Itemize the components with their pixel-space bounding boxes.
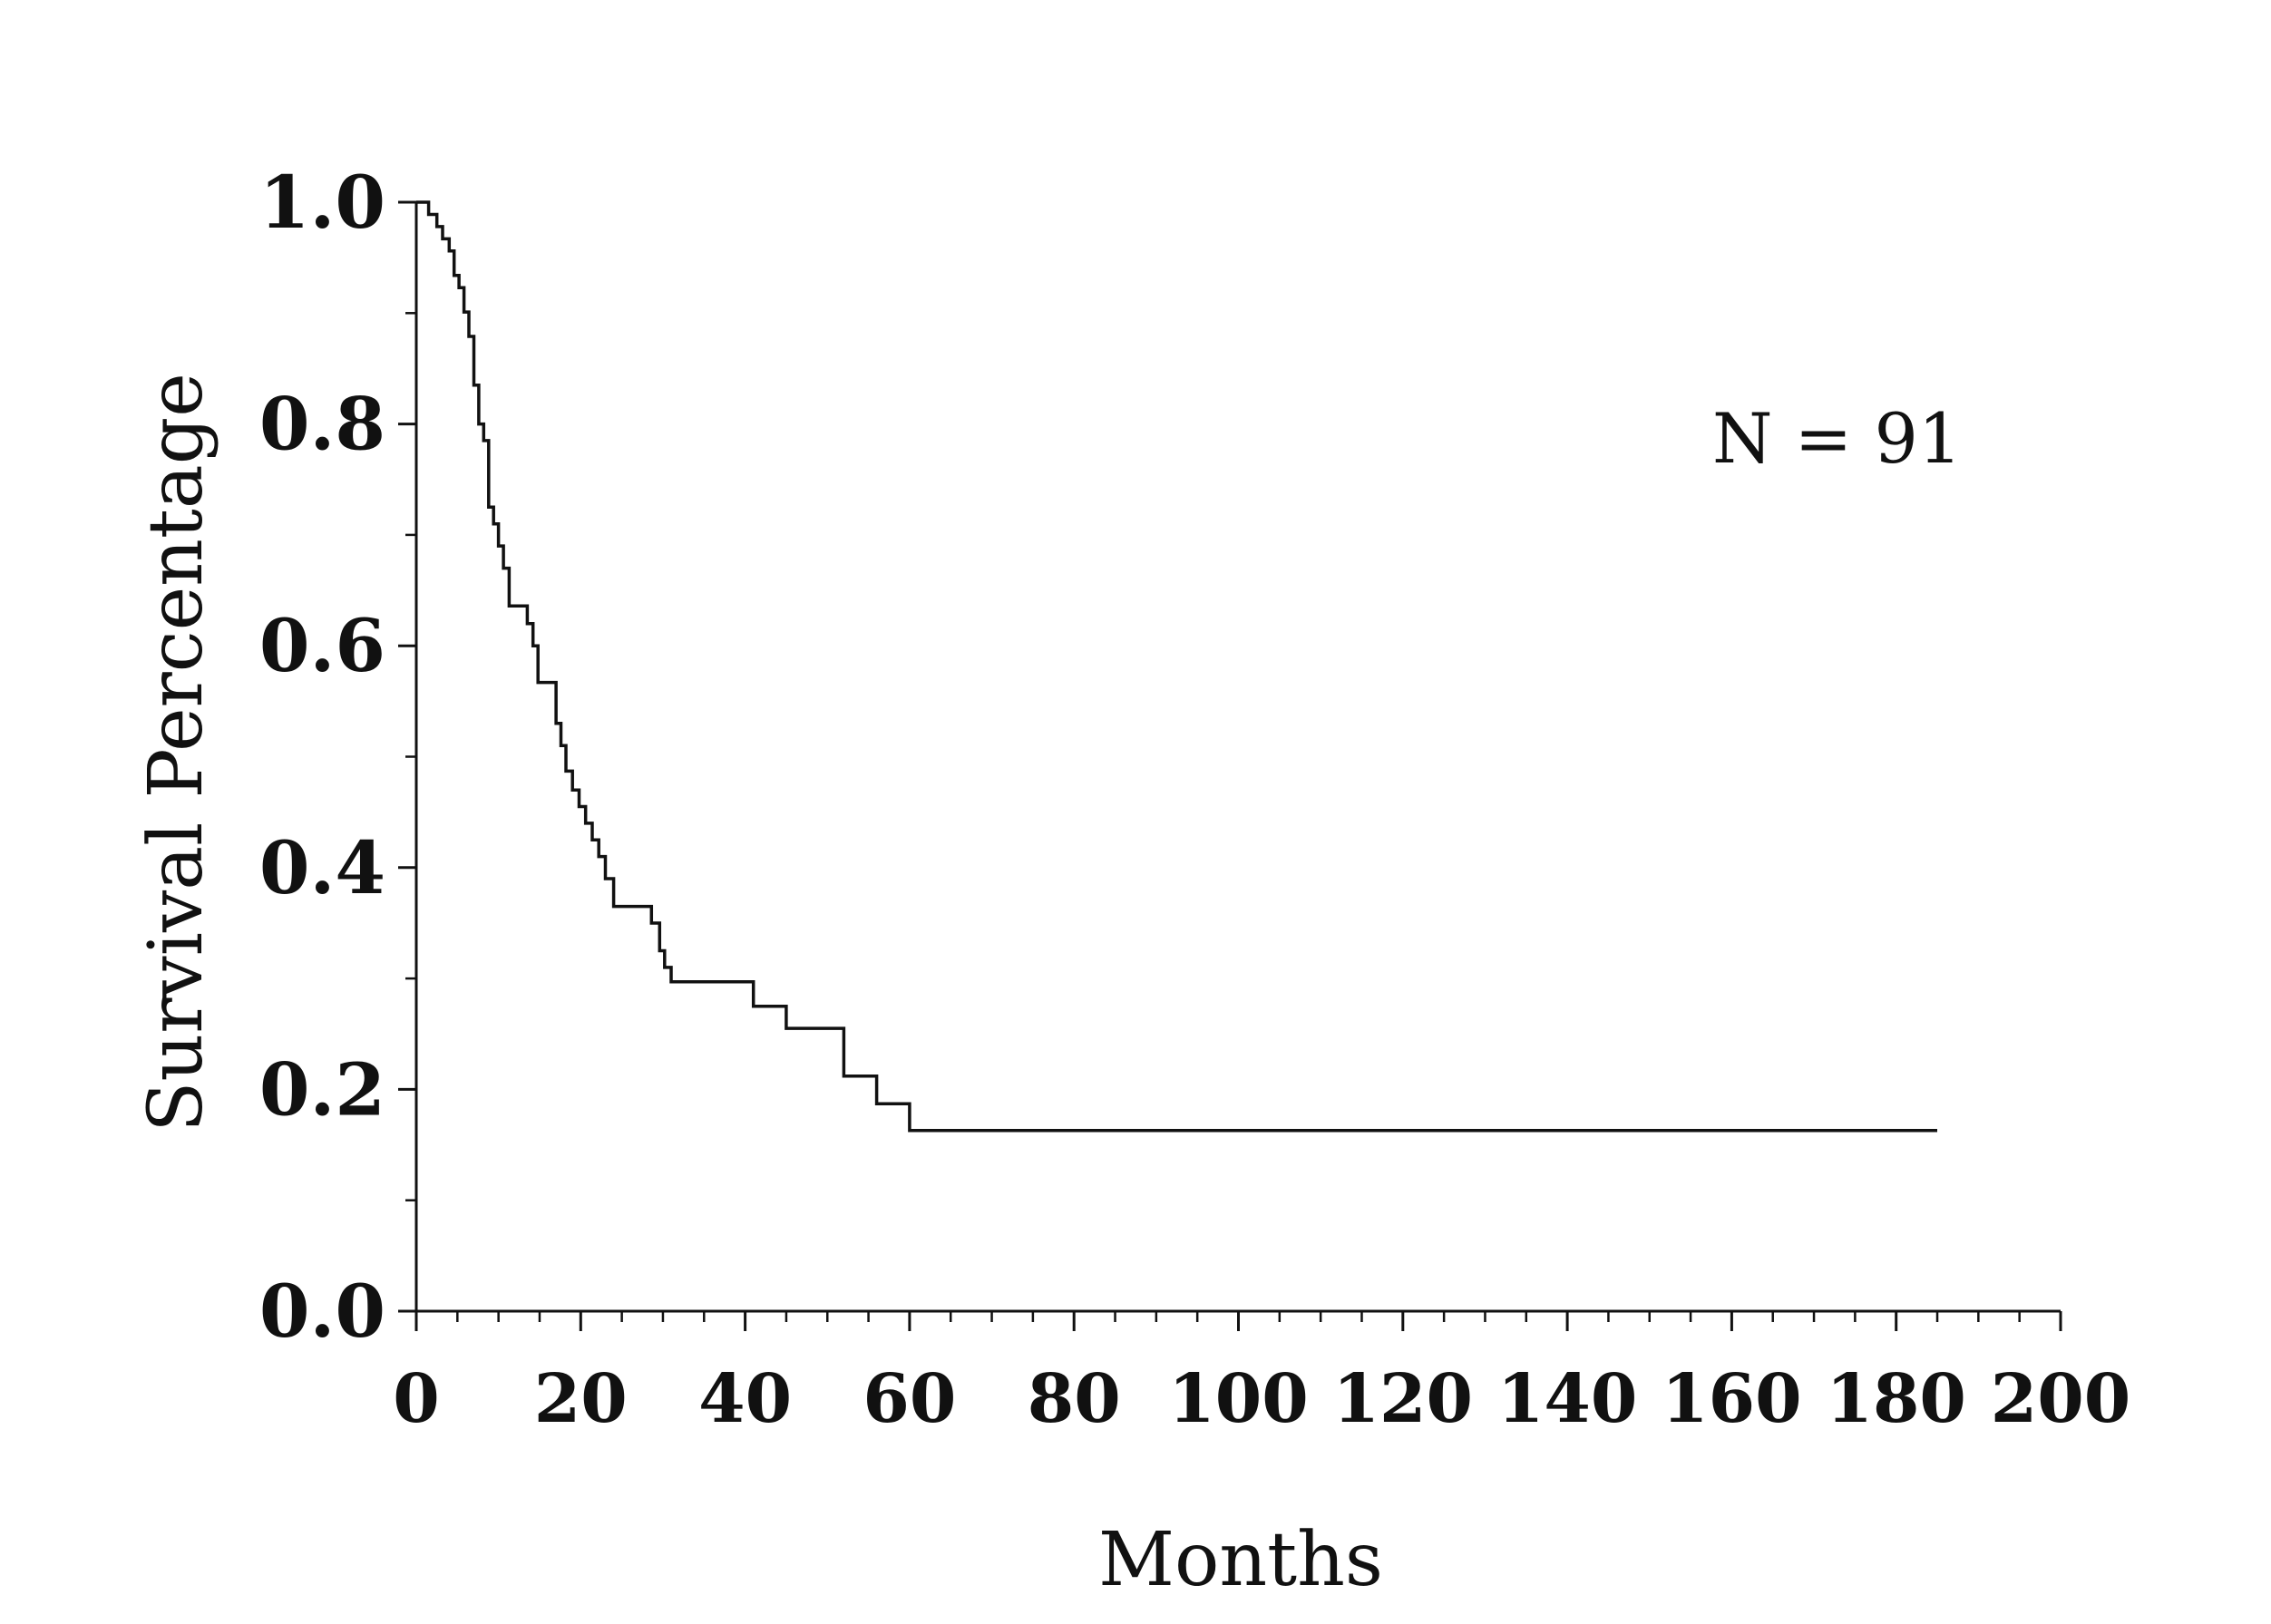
x-tick-label: 80 <box>1028 1360 1121 1438</box>
y-tick-label: 0.0 <box>259 1269 385 1354</box>
series-layer <box>416 200 1937 1133</box>
x-tick-label: 140 <box>1497 1360 1637 1438</box>
x-tick-label: 180 <box>1826 1360 1965 1438</box>
x-tick-label: 160 <box>1662 1360 1801 1438</box>
x-axis-title: Months <box>1098 1517 1383 1603</box>
tick-labels: 0.0 0.2 0.4 0.6 0.8 1.0 0 20 40 60 80 100 120 140 160 1… <box>259 160 2130 1438</box>
x-tick-label: 40 <box>698 1360 792 1438</box>
y-axis-title: Survival Percentage <box>133 373 219 1133</box>
y-tick-label: 0.2 <box>259 1046 385 1132</box>
y-tick-label: 0.6 <box>259 603 385 688</box>
x-tick-label: 120 <box>1333 1360 1473 1438</box>
y-tick-label: 0.4 <box>259 825 385 910</box>
x-tick-label: 60 <box>863 1360 956 1438</box>
y-tick-label: 0.8 <box>259 382 385 467</box>
y-tick-label: 1.0 <box>259 160 385 245</box>
axes <box>414 202 2061 1313</box>
x-tick-label: 0 <box>393 1360 440 1438</box>
sample-size-annotation: N = 91 <box>1712 398 1962 479</box>
x-tick-label: 200 <box>1991 1360 2130 1438</box>
x-tick-label: 100 <box>1168 1360 1308 1438</box>
ticks <box>398 200 2062 1331</box>
survival-curve-line <box>416 200 1937 1133</box>
x-tick-label: 20 <box>534 1360 628 1438</box>
